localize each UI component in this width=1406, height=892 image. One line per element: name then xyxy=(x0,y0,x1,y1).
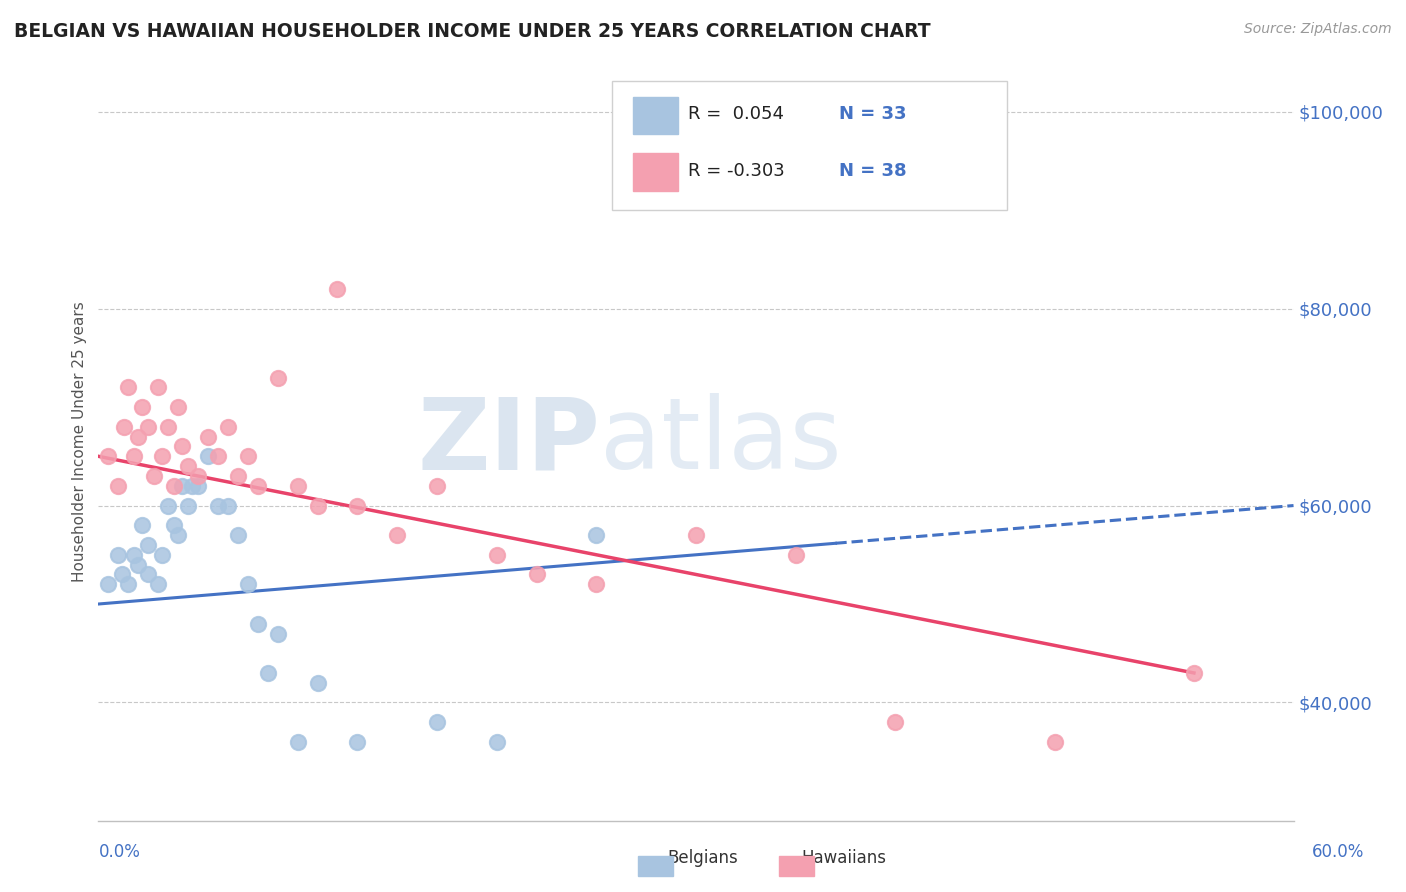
Point xyxy=(107,479,129,493)
Point xyxy=(526,567,548,582)
Point xyxy=(167,528,190,542)
Point xyxy=(127,429,149,443)
Point xyxy=(131,400,153,414)
Point xyxy=(256,665,278,680)
Point xyxy=(385,528,409,542)
Text: R =  0.054: R = 0.054 xyxy=(688,105,783,123)
Point xyxy=(346,735,368,749)
Point xyxy=(485,735,508,749)
FancyBboxPatch shape xyxy=(633,153,678,191)
Text: 0.0%: 0.0% xyxy=(98,843,141,861)
Point xyxy=(172,479,194,493)
Point xyxy=(136,567,159,582)
Text: N = 38: N = 38 xyxy=(839,161,907,180)
Point xyxy=(97,577,120,591)
Point xyxy=(197,450,219,464)
Point xyxy=(426,479,449,493)
Point xyxy=(197,429,219,443)
Point xyxy=(485,548,508,562)
Point xyxy=(167,400,190,414)
Point xyxy=(824,153,846,168)
Text: Source: ZipAtlas.com: Source: ZipAtlas.com xyxy=(1244,22,1392,37)
Text: Hawaiians: Hawaiians xyxy=(801,849,886,867)
Point xyxy=(1182,665,1205,680)
Point xyxy=(207,499,229,513)
Point xyxy=(326,282,349,296)
Y-axis label: Householder Income Under 25 years: Householder Income Under 25 years xyxy=(72,301,87,582)
Point xyxy=(884,715,907,730)
Point xyxy=(136,419,159,434)
Point xyxy=(207,450,229,464)
Point xyxy=(150,548,173,562)
Point xyxy=(148,577,170,591)
Point xyxy=(585,528,607,542)
Point xyxy=(217,499,239,513)
Point xyxy=(287,735,309,749)
Point xyxy=(187,469,209,483)
FancyBboxPatch shape xyxy=(613,81,1007,211)
Point xyxy=(187,479,209,493)
Point xyxy=(685,528,707,542)
Point xyxy=(226,528,249,542)
Point xyxy=(181,479,204,493)
Text: Belgians: Belgians xyxy=(668,849,738,867)
Point xyxy=(148,380,170,394)
Point xyxy=(127,558,149,572)
Point xyxy=(124,548,146,562)
Point xyxy=(307,499,329,513)
Point xyxy=(163,518,186,533)
Point xyxy=(117,380,139,394)
Point xyxy=(143,469,166,483)
Point xyxy=(111,567,134,582)
Point xyxy=(107,548,129,562)
Text: N = 33: N = 33 xyxy=(839,105,907,123)
Point xyxy=(112,419,135,434)
Point xyxy=(117,577,139,591)
Point xyxy=(585,577,607,591)
Point xyxy=(226,469,249,483)
Point xyxy=(246,479,269,493)
Point xyxy=(136,538,159,552)
Text: ZIP: ZIP xyxy=(418,393,600,490)
Point xyxy=(177,499,200,513)
Point xyxy=(157,499,180,513)
Point xyxy=(785,548,807,562)
Point xyxy=(267,626,290,640)
Point xyxy=(97,450,120,464)
Text: BELGIAN VS HAWAIIAN HOUSEHOLDER INCOME UNDER 25 YEARS CORRELATION CHART: BELGIAN VS HAWAIIAN HOUSEHOLDER INCOME U… xyxy=(14,22,931,41)
Point xyxy=(217,419,239,434)
Point xyxy=(177,459,200,474)
Point xyxy=(346,499,368,513)
Point xyxy=(236,577,259,591)
Point xyxy=(307,675,329,690)
Point xyxy=(236,450,259,464)
Point xyxy=(131,518,153,533)
Point xyxy=(267,370,290,384)
Point xyxy=(426,715,449,730)
Point xyxy=(150,450,173,464)
Text: atlas: atlas xyxy=(600,393,842,490)
Point xyxy=(1043,735,1066,749)
Point xyxy=(287,479,309,493)
Text: R = -0.303: R = -0.303 xyxy=(688,161,785,180)
Point xyxy=(163,479,186,493)
FancyBboxPatch shape xyxy=(633,96,678,135)
Text: 60.0%: 60.0% xyxy=(1312,843,1364,861)
Point xyxy=(246,616,269,631)
Point xyxy=(172,440,194,454)
Point xyxy=(157,419,180,434)
Point xyxy=(124,450,146,464)
